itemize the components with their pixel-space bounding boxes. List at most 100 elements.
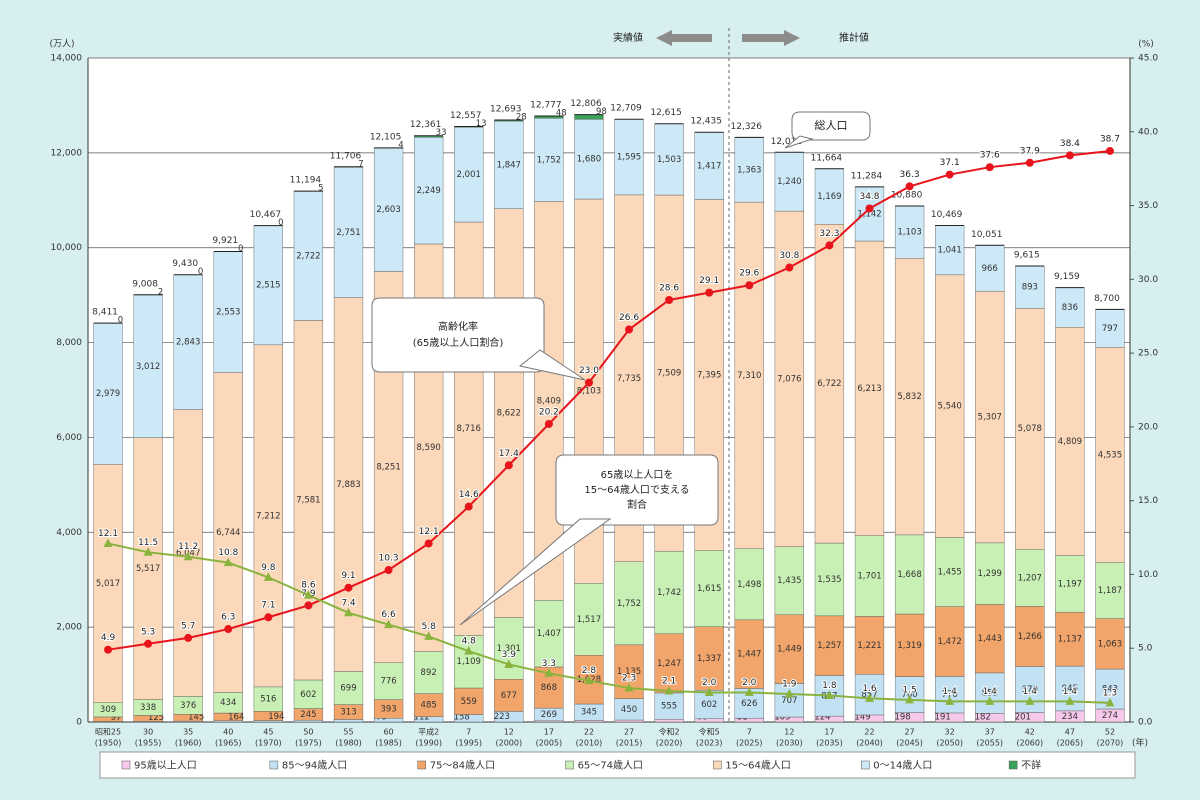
line-point: [183, 551, 193, 561]
line-label: 12.1: [419, 527, 439, 537]
line-point: [384, 566, 393, 575]
segment-label: 393: [380, 704, 396, 714]
line-label: 3.9: [502, 650, 517, 660]
x-tick-label: 27: [904, 728, 914, 737]
segment-label: 1,742: [657, 588, 681, 598]
line-point: [745, 281, 754, 290]
bar-segment: [1015, 308, 1045, 550]
segment-label: 13: [476, 119, 487, 129]
x-tick-label: 22: [584, 728, 594, 737]
segment-label: 48: [556, 109, 567, 119]
x-tick-label: 32: [945, 728, 955, 737]
segment-label: 1,847: [497, 160, 521, 170]
segment-label: 33: [436, 128, 447, 138]
y-tick-label: 10,000: [51, 243, 83, 253]
segment-label: 8,622: [497, 409, 521, 419]
bar-segment: [534, 201, 564, 601]
segment-label: 1,137: [1058, 635, 1082, 645]
bar-segment: [694, 550, 724, 628]
segment-label: 699: [340, 684, 356, 694]
bar-segment: [734, 201, 764, 549]
segment-label: 1,435: [777, 576, 801, 586]
segment-label: 1,247: [657, 659, 681, 669]
segment-label: 97: [111, 713, 122, 723]
line-point: [104, 645, 113, 654]
bar-segment: [694, 132, 724, 200]
bar-segment: [253, 344, 283, 688]
line-point: [504, 659, 514, 668]
segment-label: 1,169: [817, 192, 841, 202]
x-tick-label: 22: [864, 728, 874, 737]
x-tick-label: 17: [824, 728, 834, 737]
aging-callout: 高齢化率: [438, 320, 478, 333]
segment-label: 309: [100, 705, 116, 715]
legend-swatch: [1008, 760, 1018, 770]
segment-label: 1,680: [577, 155, 601, 165]
line-label: 9.1: [341, 571, 355, 581]
bar-segment: [1015, 548, 1045, 607]
bar-segment: [654, 633, 684, 694]
line-point: [985, 163, 994, 172]
segment-label: 145: [188, 713, 204, 723]
segment-label: 2,979: [96, 389, 120, 399]
line-label: 10.8: [218, 548, 238, 558]
line-point: [784, 688, 794, 698]
line-label: 2.8: [582, 666, 597, 676]
x-tick-year: (1960): [175, 739, 202, 748]
legend-swatch: [121, 760, 131, 770]
segment-label: 1,197: [1058, 579, 1082, 589]
segment-label: 8,409: [537, 396, 561, 406]
line-label: 10.3: [379, 554, 399, 564]
segment-label: 1,752: [617, 599, 641, 609]
y2-tick-label: 30.0: [1138, 275, 1158, 285]
total-label: 11,284: [851, 171, 883, 181]
segment-label: 124: [814, 713, 830, 723]
segment-label: 1,142: [857, 209, 881, 219]
total-label: 9,008: [132, 279, 158, 289]
segment-label: 0: [118, 316, 123, 326]
line-label: 38.4: [1060, 139, 1080, 149]
bar-segment: [854, 616, 885, 675]
total-tail: [784, 135, 814, 149]
x-tick-year: (1985): [375, 739, 402, 748]
line-point: [544, 419, 553, 428]
line-point: [584, 378, 593, 387]
line-point: [584, 675, 594, 685]
bar-segment: [1015, 265, 1045, 309]
x-tick-label: 平成2: [418, 727, 439, 737]
total-label: 12,709: [610, 104, 642, 114]
y2-tick-label: 45.0: [1138, 54, 1158, 64]
line-label: 28.6: [659, 283, 679, 293]
segment-label: 149: [854, 713, 870, 723]
bar-segment: [774, 546, 804, 615]
segment-label: 1,535: [817, 575, 841, 585]
y2-tick-label: 5.0: [1138, 644, 1153, 654]
x-tick-year: (1955): [135, 739, 162, 748]
segment-label: 2: [158, 287, 163, 297]
segment-label: 1,266: [1018, 632, 1042, 642]
total-label: 9,159: [1054, 272, 1080, 282]
line-point: [264, 613, 273, 622]
legend-label: 65～74歳人口: [578, 760, 643, 772]
bar-segment: [494, 120, 524, 209]
segment-label: 198: [894, 713, 910, 723]
bar-segment: [293, 191, 324, 321]
x-tick-label: 7: [747, 728, 752, 737]
y-unit: (万人): [49, 39, 74, 50]
segment-label: 893: [1022, 283, 1038, 293]
support-callout: 割合: [627, 498, 647, 511]
segment-label: 5,540: [937, 402, 961, 412]
segment-label: 1,447: [737, 650, 761, 660]
line-point: [184, 633, 193, 642]
segment-label: 2,515: [256, 281, 280, 291]
bar-segment: [1055, 287, 1085, 328]
bar-segment: [814, 542, 845, 617]
segment-label: 0: [238, 244, 243, 254]
x-tick-label: 52: [1105, 728, 1115, 737]
x-tick-label: 35: [183, 728, 193, 737]
legend-swatch: [713, 760, 722, 770]
line-label: 2.3: [622, 674, 636, 684]
total-label: 12,777: [530, 101, 562, 111]
bar-segment: [975, 604, 1005, 674]
line-label: 1.9: [782, 679, 797, 689]
